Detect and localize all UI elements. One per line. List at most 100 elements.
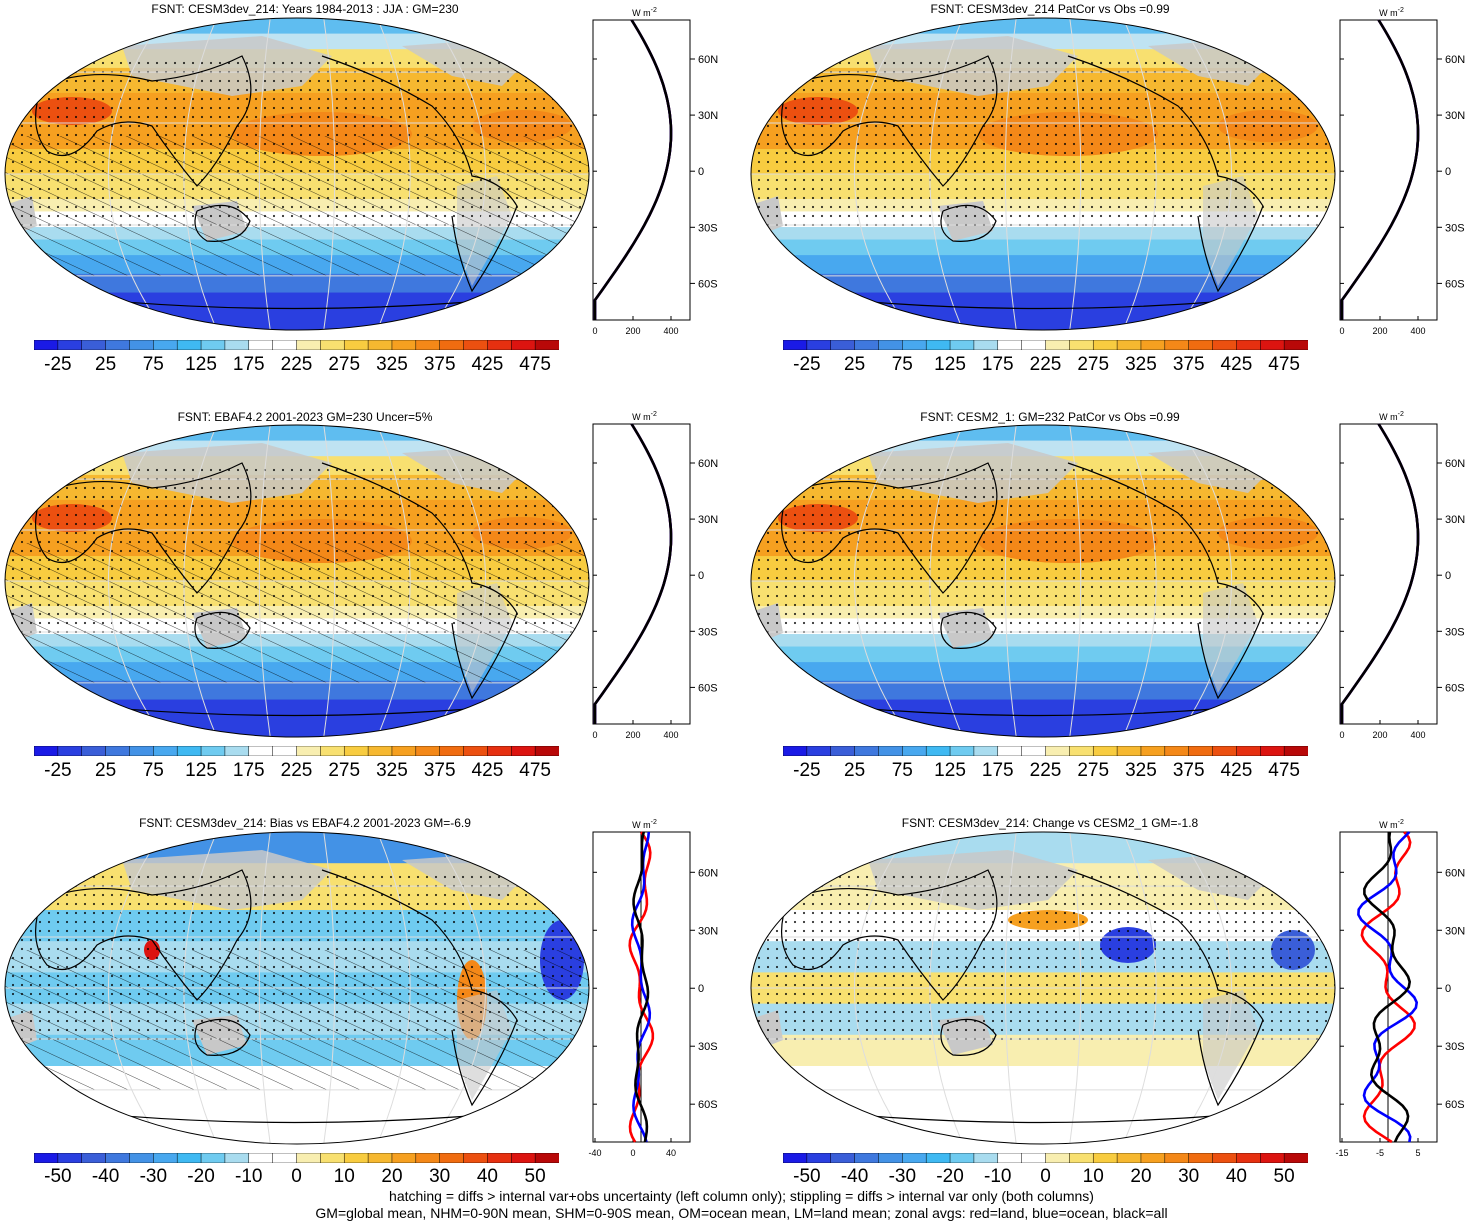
x-tick-label: 200 [625,730,640,740]
colorbar-tick-label: -20 [187,1166,215,1187]
colorbar-tick-label: 425 [1220,354,1253,375]
zonal-curve [593,423,673,724]
colorbar-swatch [854,1153,880,1163]
colorbar-swatch [463,746,489,756]
colorbar-swatch [534,1153,559,1163]
footer-note: hatching = diffs > internal var+obs unce… [389,1188,1094,1204]
colorbar-swatch [296,746,322,756]
colorbar-swatch [129,1153,155,1163]
colorbar-tick-label: 175 [981,760,1014,781]
colorbar-swatch [1021,1153,1047,1163]
colorbar-swatch [1069,1153,1094,1163]
colorbar-tick-label: 475 [519,354,551,375]
colorbar-swatch [34,1153,59,1163]
x-tick-label: 400 [1410,730,1425,740]
colorbar-swatch [224,746,250,756]
zonal-curve [632,831,650,1143]
colorbar-swatch [1236,746,1262,756]
colorbar-swatch [129,340,155,350]
panel-title: FSNT: CESM3dev_214: Change vs CESM2_1 GM… [901,816,1199,830]
colorbar-swatch [272,340,298,350]
colorbar-tick-label: 75 [142,354,164,375]
colorbar-swatch [997,1153,1023,1163]
lat-tick-label: 60S [1445,1099,1465,1111]
colorbar-tick-label: 125 [185,354,217,375]
colorbar-swatch [806,340,832,350]
lat-tick-label: 30S [698,222,718,234]
colorbar-swatch [830,340,856,350]
zonal-mean-plot: W m-2 60N 30N 0 30S 60S -40 0 40 [588,819,718,1158]
map-panel-5 [4,831,590,1145]
colorbar-tick-label: 10 [333,1166,355,1187]
colorbar-swatch [224,1153,250,1163]
colorbar-swatch [248,1153,274,1163]
colorbar-labels: -25 25 75 125 175 225 275 325 375 425 475 [783,760,1308,784]
colorbar-swatch [487,340,513,350]
x-tick-label: -15 [1335,1148,1348,1158]
colorbar-swatch [511,340,536,350]
colorbar-swatch [1212,746,1238,756]
colorbar-swatch [81,340,107,350]
colorbar-swatch [1021,340,1047,350]
colorbar-swatch [1283,1153,1308,1163]
zonal-mean-plot: W m-2 60N 30N 0 30S 60S 0 200 400 [592,7,718,336]
panel-title: FSNT: EBAF4.2 2001-2023 GM=230 Uncer=5% [177,410,433,424]
lat-tick-label: 30N [1445,110,1465,122]
colorbar-swatch [463,1153,489,1163]
colorbar-swatch [320,1153,345,1163]
panel-title: FSNT: CESM3dev_214: Years 1984-2013 : JJ… [151,2,459,16]
colorbar-swatch [854,340,880,350]
colorbar-tick-label: 275 [1077,354,1110,375]
colorbar-labels: -25 25 75 125 175 225 275 325 375 425 475 [34,760,559,784]
colorbar-swatch [1092,1153,1118,1163]
colorbar-swatch [248,746,274,756]
x-tick-label: 200 [1372,326,1387,336]
colorbar-swatch [1045,340,1071,350]
x-tick-label: 0 [1339,730,1344,740]
colorbar-swatch [129,746,155,756]
colorbar-swatch [176,340,202,350]
x-tick-label: 200 [625,326,640,336]
colorbar-swatch [806,1153,832,1163]
lat-tick-label: 0 [698,983,704,995]
zonal-mean-plot: W m-2 60N 30N 0 30S 60S -15 -5 5 [1335,819,1465,1158]
x-tick-label: -40 [588,1148,601,1158]
colorbar-swatch [1212,1153,1238,1163]
colorbar-swatch [224,340,250,350]
colorbar-tick-label: -25 [44,760,72,781]
colorbar-tick-label: -20 [936,1166,964,1187]
colorbar-swatch [272,746,298,756]
colorbar-swatch [200,746,226,756]
colorbar-swatch [1188,340,1214,350]
colorbar-swatch [415,1153,441,1163]
colorbar-tick-label: 425 [471,354,504,375]
colorbar-swatch [1212,340,1238,350]
x-tick-label: 400 [663,730,678,740]
colorbar-tick-label: 75 [891,354,913,375]
colorbar-swatch [343,1153,369,1163]
colorbar-swatch [1045,1153,1071,1163]
colorbar-swatch [806,746,832,756]
lat-tick-label: 30S [1445,626,1465,638]
colorbar [34,340,559,350]
zonal-unit-label: W m-2 [1379,819,1404,830]
colorbar-tick-label: -25 [44,354,72,375]
x-tick-label: 0 [592,730,597,740]
lat-tick-label: 60S [1445,278,1465,290]
x-tick-label: 40 [666,1148,676,1158]
lat-tick-label: 30S [1445,222,1465,234]
colorbar-tick-label: -30 [139,1166,168,1187]
colorbar-swatch [463,340,489,350]
colorbar-swatch [296,1153,322,1163]
colorbar-tick-label: 25 [844,354,866,375]
colorbar-swatch [973,1153,999,1163]
colorbar-swatch [200,340,226,350]
x-tick-label: 5 [1415,1148,1420,1158]
colorbar-swatch [973,746,999,756]
colorbar-tick-label: 25 [95,760,117,781]
colorbar-swatch [902,746,927,756]
colorbar-swatch [1092,340,1118,350]
lat-tick-label: 0 [1445,166,1451,178]
colorbar-swatch [320,746,345,756]
colorbar-swatch [272,1153,298,1163]
